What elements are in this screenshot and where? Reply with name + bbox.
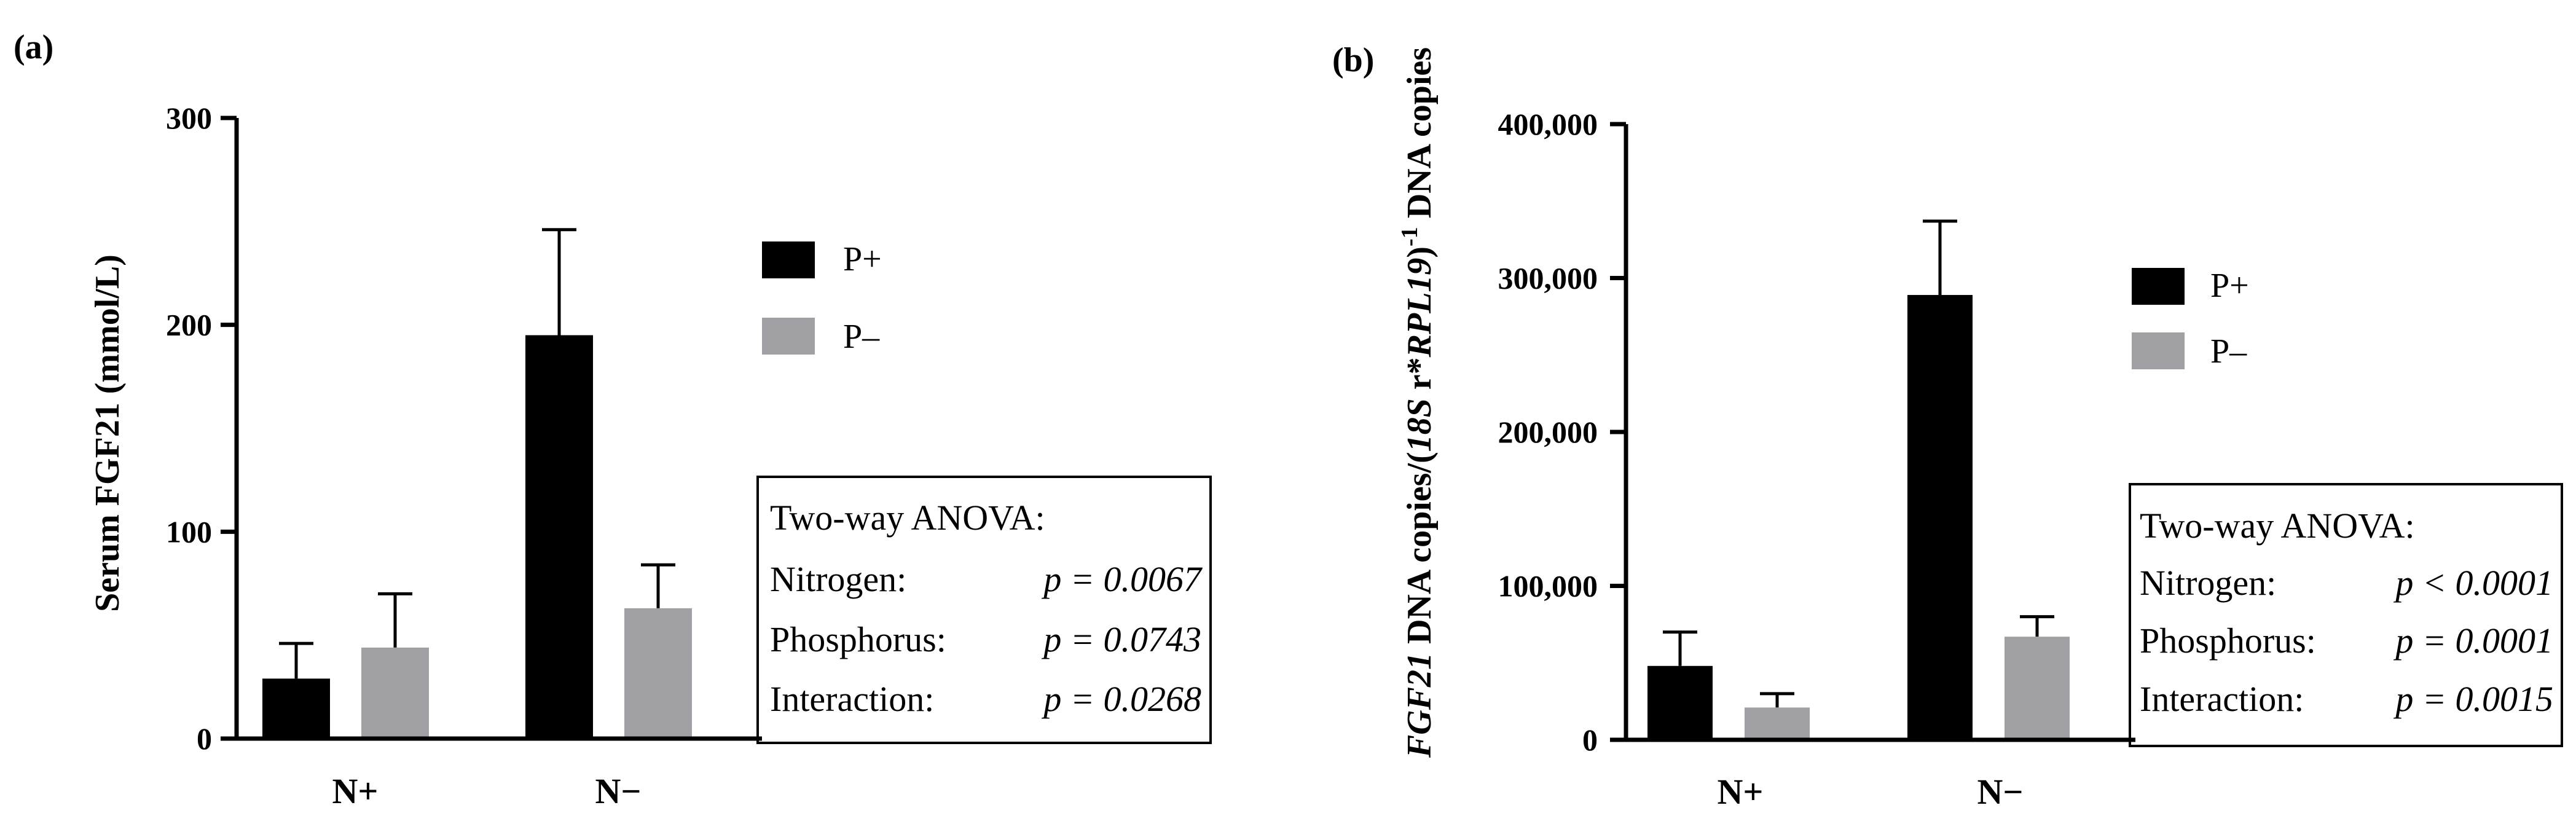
panel-b-legend: P+ P– — [2132, 267, 2249, 371]
panel-a-category-label: N− — [595, 771, 642, 811]
panel-b-bar — [1745, 707, 1810, 740]
panel-b-legend-swatch-p-plus — [2132, 268, 2185, 305]
panel-a: (a) Serum FGF21 (mmol/L) 0 100 200 300 N+ N… — [14, 28, 1212, 811]
panel-b-bar — [1647, 665, 1713, 740]
panel-a-anova-factor: Interaction: — [770, 679, 934, 719]
panel-a-legend: P+ P– — [762, 240, 882, 356]
panel-a-anova-factor: Phosphorus: — [770, 619, 946, 659]
panel-a-label: (a) — [14, 28, 53, 66]
panel-a-legend-label: P+ — [843, 240, 882, 278]
panel-b-anova-frame — [2129, 483, 2563, 747]
panel-a-legend-swatch-p-minus — [762, 318, 815, 355]
panel-b-y-tick-label: 300,000 — [1498, 261, 1598, 296]
panel-b-label: (b) — [1332, 41, 1374, 79]
panel-a-y-tick-label: 200 — [166, 308, 212, 342]
panel-a-anova-factor: Nitrogen: — [770, 559, 906, 599]
panel-b-y-tick-label: 0 — [1582, 723, 1598, 757]
panel-b-anova-factor: Nitrogen: — [2140, 563, 2276, 603]
panel-a-anova-title: Two-way ANOVA: — [770, 498, 1045, 538]
panel-a-y-tick-label: 300 — [166, 101, 212, 135]
panel-b-legend-label: P– — [2210, 332, 2247, 371]
panel-a-bar — [624, 608, 692, 739]
panel-a-anova-frame — [756, 476, 1212, 744]
panel-b-anova-stat: p = 0.0001 — [2393, 621, 2553, 661]
panel-b-y-tick-label: 100,000 — [1498, 569, 1598, 603]
panel-a-y-ticks: 0 100 200 300 — [166, 101, 237, 756]
panel-b-y-ticks: 0 100,000 200,000 300,000 400,000 — [1498, 107, 1626, 757]
panel-a-anova-stat: p = 0.0268 — [1041, 679, 1201, 719]
panel-b-anova-box: Two-way ANOVA: Nitrogen: p < 0.0001 Phos… — [2129, 483, 2563, 747]
panel-b-anova-title: Two-way ANOVA: — [2140, 506, 2415, 546]
panel-a-y-tick-label: 0 — [197, 721, 212, 756]
panel-b-y-tick-label: 200,000 — [1498, 415, 1598, 449]
panel-b-y-axis-label: FGF21 DNA copies/(18S r*RPL19)-1 DNA cop… — [1397, 47, 1439, 758]
panel-a-bar — [262, 678, 330, 739]
panel-b-legend-swatch-p-minus — [2132, 332, 2185, 369]
panel-b: (b) FGF21 DNA copies/(18S r*RPL19)-1 DNA… — [1332, 41, 2563, 812]
panel-b-bar — [2005, 637, 2070, 740]
panel-a-legend-label: P– — [843, 318, 880, 356]
panel-a-y-tick-label: 100 — [166, 514, 212, 549]
panel-a-legend-swatch-p-plus — [762, 241, 815, 278]
panel-b-category-label: N− — [1977, 772, 2024, 812]
panel-b-bars — [1647, 219, 2070, 740]
panel-a-y-axis-label: Serum FGF21 (mmol/L) — [88, 254, 127, 612]
panel-b-legend-label: P+ — [2210, 267, 2249, 305]
panel-a-anova-box: Two-way ANOVA: Nitrogen: p = 0.0067 Phos… — [756, 476, 1212, 744]
panel-b-anova-stat: p = 0.0015 — [2393, 679, 2553, 719]
panel-a-bar — [361, 647, 429, 739]
panel-a-anova-stat: p = 0.0743 — [1041, 619, 1201, 659]
panel-b-bar — [1907, 295, 1973, 740]
panel-a-bar — [525, 335, 593, 739]
panel-b-category-label: N+ — [1718, 772, 1764, 812]
panel-a-anova-stat: p = 0.0067 — [1041, 559, 1203, 599]
panel-a-category-label: N+ — [332, 771, 379, 811]
panel-b-y-tick-label: 400,000 — [1498, 107, 1598, 141]
panel-b-anova-stat: p < 0.0001 — [2393, 563, 2553, 603]
panel-b-anova-factor: Interaction: — [2140, 679, 2304, 719]
panel-a-bars — [262, 228, 692, 739]
panel-b-anova-factor: Phosphorus: — [2140, 621, 2316, 661]
